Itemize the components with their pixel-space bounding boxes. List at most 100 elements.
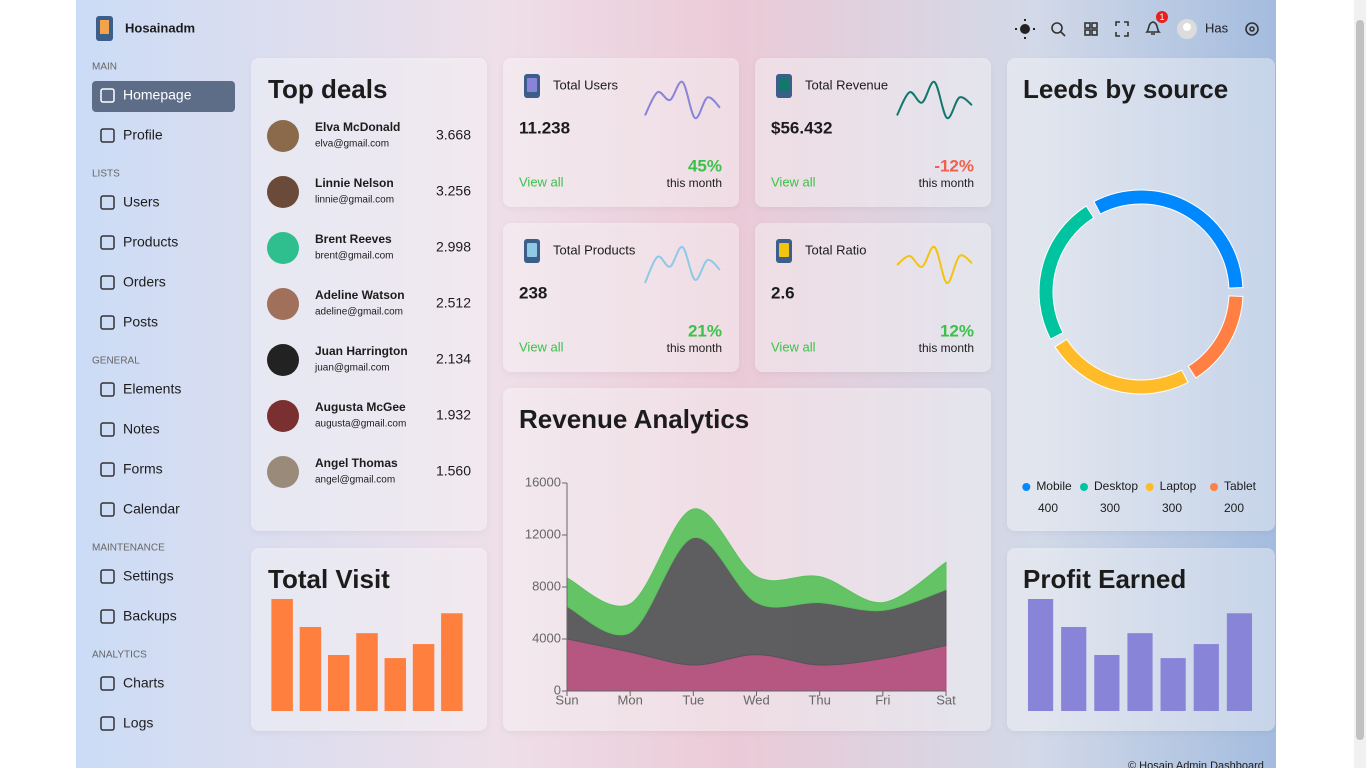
y-tick-label: 16000 [525, 474, 561, 489]
deal-avatar [267, 288, 299, 320]
bar [1193, 644, 1219, 711]
nav-item[interactable]: Logs [123, 715, 153, 731]
donut-segment [1054, 338, 1189, 395]
deal-name: Linnie Nelson [315, 176, 394, 190]
legend-dot [1079, 483, 1088, 491]
nav-item[interactable]: Forms [123, 461, 163, 477]
deal-amount: 1.560 [436, 463, 471, 479]
stat-icon-inner [527, 243, 537, 257]
deal-email: angel@gmail.com [315, 475, 395, 486]
legend-label: Tablet [1224, 479, 1257, 493]
deal-name: Juan Harrington [315, 344, 408, 358]
nav-item[interactable]: Profile [123, 127, 163, 143]
y-tick-label: 4000 [532, 630, 561, 645]
scroll-thumb[interactable] [1356, 20, 1364, 740]
chart-title: Total Visit [268, 564, 390, 594]
x-tick-label: Sun [555, 692, 578, 707]
deal-avatar [267, 176, 299, 208]
logo-inner [100, 20, 109, 34]
deal-name: Augusta McGee [315, 400, 406, 414]
deal-avatar [267, 400, 299, 432]
nav-icon [100, 88, 115, 103]
x-tick-label: Mon [618, 692, 643, 707]
legend-value: 300 [1162, 501, 1182, 515]
deal-name: Angel Thomas [315, 456, 398, 470]
stat-period: this month [667, 176, 722, 190]
deal-email: augusta@gmail.com [315, 419, 406, 430]
nav-icon [100, 235, 115, 250]
bar [412, 644, 435, 711]
footer-copyright: © Hosain Admin Dashboard [1128, 760, 1264, 768]
nav-item[interactable]: Calendar [123, 501, 180, 517]
leads-card [1007, 58, 1275, 531]
deal-name: Adeline Watson [315, 288, 405, 302]
legend-dot [1209, 483, 1218, 491]
stat-link[interactable]: View all [519, 174, 564, 189]
legend-label: Desktop [1094, 479, 1138, 493]
nav-item[interactable]: Settings [123, 568, 174, 584]
nav-active [92, 81, 235, 112]
legend-label: Laptop [1160, 479, 1197, 493]
brand[interactable]: Hosainadm [125, 20, 195, 35]
deal-avatar [267, 344, 299, 376]
search-icon[interactable] [1051, 22, 1063, 34]
stat-icon-inner [779, 243, 789, 257]
bar [1226, 613, 1253, 711]
stat-link[interactable]: View all [771, 174, 816, 189]
deal-email: juan@gmail.com [314, 363, 390, 374]
stat-link[interactable]: View all [771, 339, 816, 354]
nav-item[interactable]: Products [123, 234, 178, 250]
x-tick-label: Fri [875, 692, 890, 707]
user-name[interactable]: Has [1205, 20, 1229, 35]
nav-item[interactable]: Homepage [123, 87, 192, 103]
bell-icon[interactable] [1145, 21, 1161, 35]
nav-icon [100, 569, 115, 584]
deal-name: Brent Reeves [315, 232, 392, 246]
nav-icon [100, 315, 115, 330]
bar [1160, 658, 1186, 711]
stat-icon-inner [527, 78, 537, 92]
deal-email: brent@gmail.com [315, 251, 394, 262]
nav-item[interactable]: Posts [123, 314, 158, 330]
apps-icon[interactable] [1084, 22, 1098, 36]
nav-item[interactable]: Elements [123, 381, 181, 397]
theme-toggle[interactable] [1020, 24, 1030, 34]
x-tick-label: Sat [936, 692, 956, 707]
x-tick-label: Thu [808, 692, 830, 707]
sparkline [644, 245, 721, 284]
nav-item[interactable]: Orders [123, 274, 166, 290]
x-tick-label: Tue [682, 692, 704, 707]
stat-title: Total Ratio [805, 242, 866, 257]
deal-email: adeline@gmail.com [315, 307, 403, 318]
section-title: ANALYTICS [92, 650, 147, 661]
legend-dot [1145, 483, 1154, 491]
bar [299, 627, 322, 711]
stat-card [755, 58, 991, 207]
stat-change: 12% [940, 321, 974, 340]
section-title: GENERAL [92, 356, 140, 367]
bar [1094, 655, 1120, 711]
section-title: MAIN [92, 62, 117, 73]
donut-segment [1093, 189, 1244, 289]
bar [1127, 633, 1153, 711]
stat-period: this month [919, 341, 974, 355]
nav-item[interactable]: Charts [123, 675, 164, 691]
stat-title: Total Products [553, 242, 636, 257]
nav-item[interactable]: Notes [123, 421, 160, 437]
deal-amount: 3.668 [436, 127, 471, 143]
chart-title: Profit Earned [1023, 564, 1186, 594]
settings-icon[interactable] [1245, 22, 1259, 36]
nav-item[interactable]: Backups [123, 608, 177, 624]
sparkline [644, 80, 721, 120]
sparkline [896, 245, 973, 285]
stat-link[interactable]: View all [519, 339, 564, 354]
legend-value: 200 [1224, 501, 1244, 515]
fullscreen-icon[interactable] [1115, 21, 1129, 37]
nav-icon [100, 502, 115, 517]
nav-item[interactable]: Users [123, 194, 160, 210]
bar [1027, 599, 1054, 711]
stat-card [503, 58, 739, 207]
nav-icon [100, 382, 115, 397]
nav-icon [100, 716, 115, 731]
